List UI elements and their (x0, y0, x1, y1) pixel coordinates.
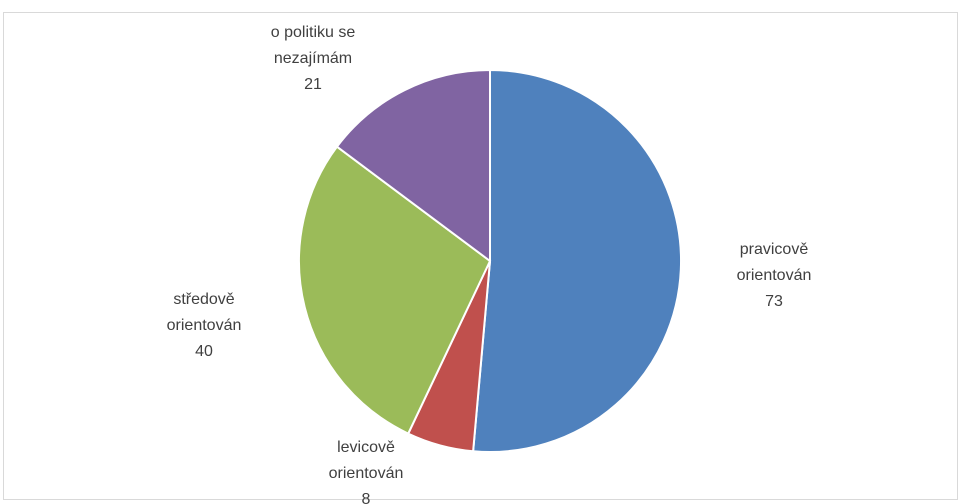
slice-labels: pravicově orientován 73 levicově orientován 8… (167, 24, 812, 504)
slice-label: středově orientován 40 (167, 291, 242, 360)
slice-label: pravicově orientován 73 (737, 241, 812, 310)
pie-slice (335, 68, 491, 263)
slice-label: o politiku se nezajímám 21 (271, 24, 356, 93)
pie-slice (298, 145, 492, 435)
pie-slice (472, 68, 683, 453)
pie-slices (298, 68, 683, 453)
slice-label: levicově orientován 8 (329, 439, 404, 504)
